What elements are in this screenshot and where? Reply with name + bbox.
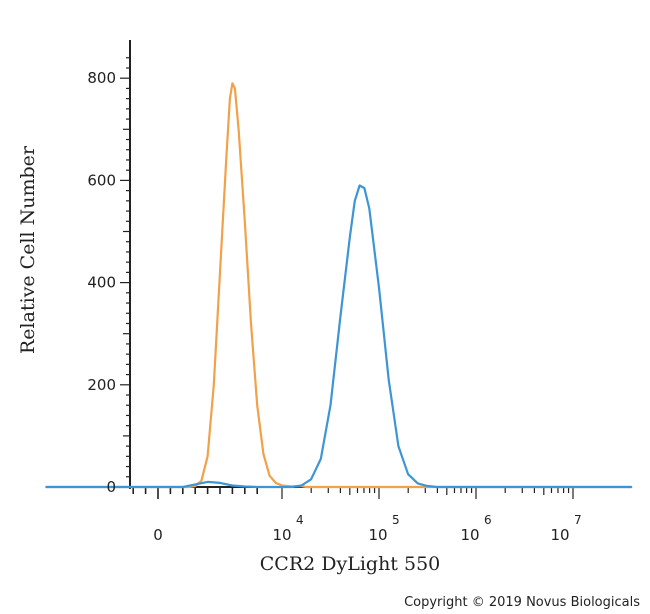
y-tick-label: 600	[87, 171, 116, 189]
histogram-curve-2	[45, 184, 633, 489]
x-tick-label: 10	[368, 526, 387, 544]
y-tick-label: 400	[87, 274, 116, 292]
tick-labels: 0 200 400 600 800 0 10 4 10 5 10 6 10 7	[87, 69, 581, 544]
y-tick-label: 800	[87, 69, 116, 87]
axes	[120, 40, 578, 499]
x-tick-label: 10	[460, 526, 479, 544]
x-tick-label: 10	[550, 526, 569, 544]
copyright-notice: Copyright © 2019 Novus Biologicals	[404, 595, 640, 610]
x-tick-exponent: 6	[484, 513, 492, 527]
series-layer	[45, 82, 633, 489]
x-tick-exponent: 4	[296, 513, 304, 527]
x-tick-label: 10	[272, 526, 291, 544]
x-axis-label: CCR2 DyLight 550	[259, 553, 441, 575]
x-tick-exponent: 7	[574, 513, 582, 527]
x-tick-label: 0	[153, 526, 163, 544]
x-tick-exponent: 5	[392, 513, 400, 527]
y-tick-label: 0	[106, 478, 116, 496]
histogram-curve-1	[45, 82, 633, 489]
y-tick-label: 200	[87, 376, 116, 394]
y-axis-label: Relative Cell Number	[17, 145, 39, 355]
